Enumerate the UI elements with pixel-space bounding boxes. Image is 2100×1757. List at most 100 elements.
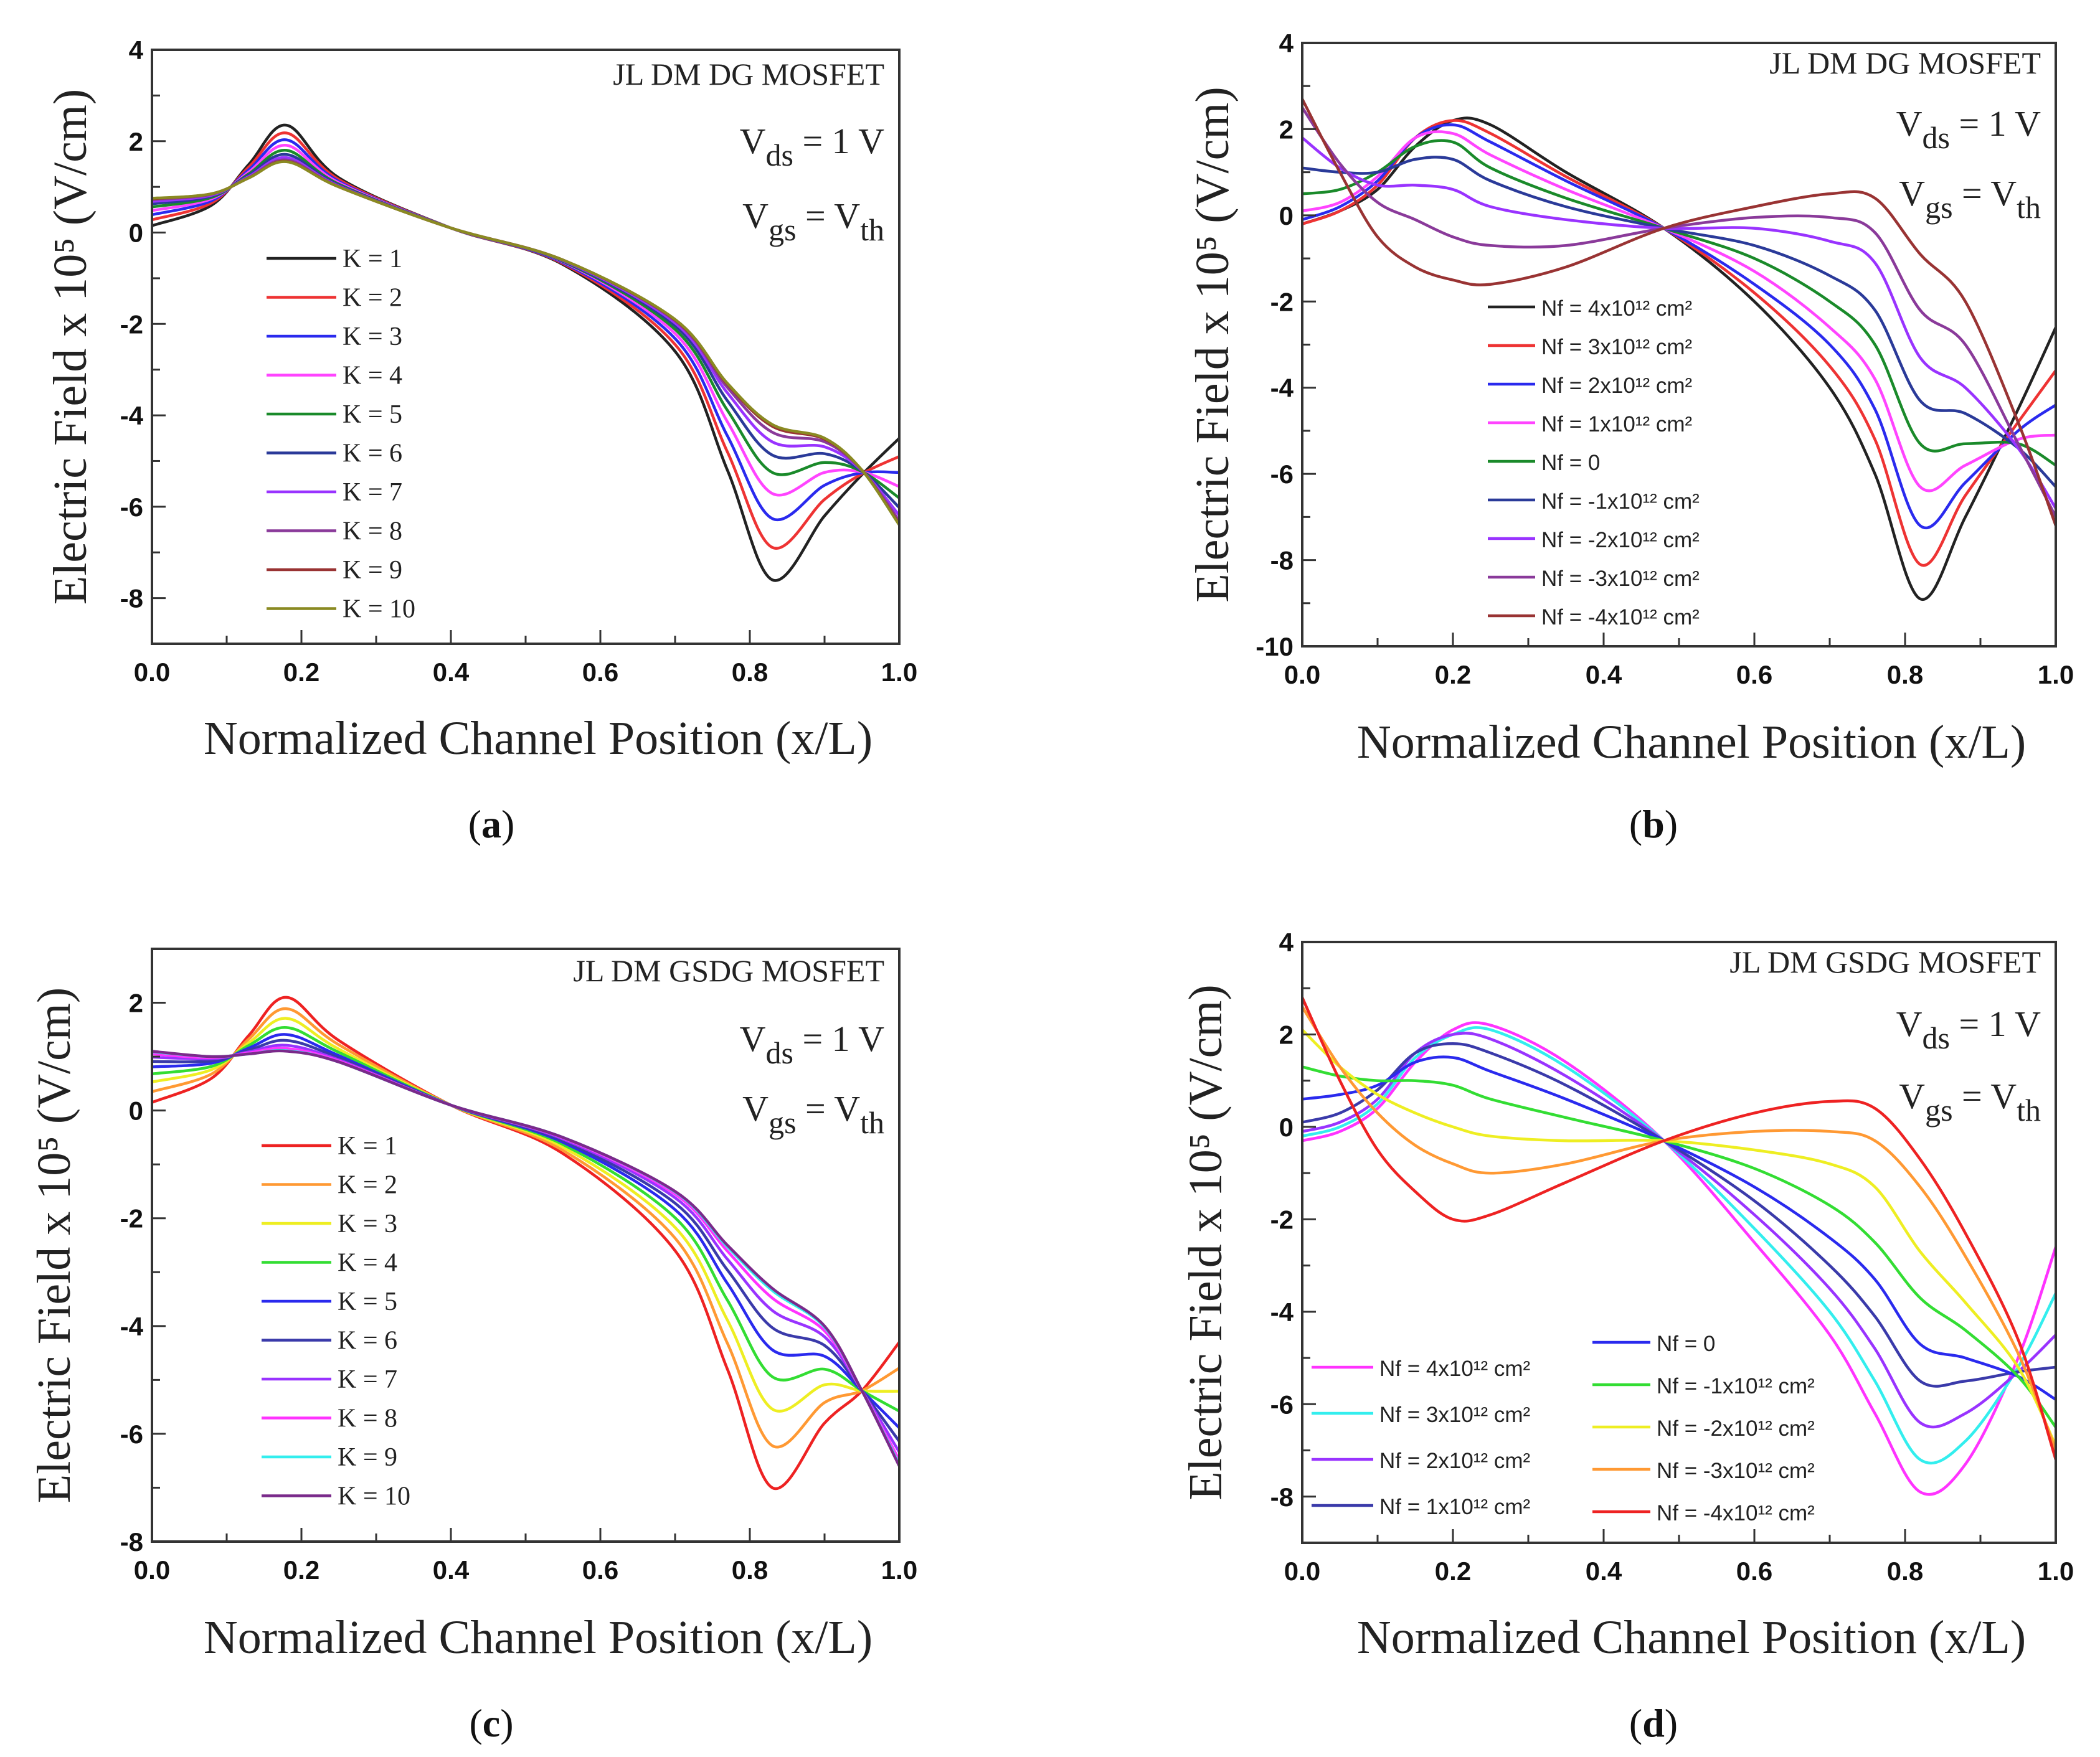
series-lines <box>152 123 899 582</box>
panel-caption: (c) <box>469 1701 513 1745</box>
series-line <box>152 160 899 526</box>
y-tick-label: -4 <box>1270 374 1294 403</box>
vds-annotation: Vds = 1 V <box>740 121 885 172</box>
device-title: JL DM DG MOSFET <box>1769 45 2041 80</box>
legend-label: K = 5 <box>338 1288 397 1316</box>
legend-label: K = 5 <box>343 400 402 429</box>
x-tick-label: 0.2 <box>1435 660 1471 689</box>
x-tick-label: 0.0 <box>134 657 170 687</box>
series-line <box>152 153 899 509</box>
x-tick-label: 0.2 <box>283 657 319 687</box>
legend-label: K = 2 <box>343 284 402 313</box>
y-tick-label: -8 <box>120 1527 143 1557</box>
x-tick-label: 0.8 <box>732 1555 768 1585</box>
legend-label: Nf = 0 <box>1541 451 1600 475</box>
y-tick-label: -6 <box>120 1420 143 1449</box>
y-tick-label: -4 <box>1270 1298 1294 1327</box>
y-tick-label: 2 <box>129 989 143 1018</box>
series-line <box>152 1026 899 1413</box>
x-tick-label: 0.0 <box>134 1555 170 1585</box>
x-tick-label: 1.0 <box>881 1555 917 1585</box>
y-axis-title: Electric Field x 10⁵ (V/cm) <box>28 987 80 1503</box>
legend-label: Nf = 3x10¹² cm² <box>1379 1403 1530 1427</box>
legend-label: K = 2 <box>338 1171 397 1200</box>
device-title: JL DM DG MOSFET <box>613 57 884 92</box>
x-axis-title: Normalized Channel Position (x/L) <box>1357 716 2026 768</box>
legend-item: K = 10 <box>262 1482 410 1511</box>
legend-label: K = 7 <box>343 478 402 507</box>
legend-item: K = 1 <box>267 245 402 273</box>
x-tick-label: 0.8 <box>732 657 768 687</box>
series-line <box>1302 139 2056 467</box>
legend-item: K = 5 <box>262 1288 397 1316</box>
series-line <box>152 1007 899 1449</box>
legend-label: K = 10 <box>343 595 415 624</box>
vgs-annotation: Vgs = Vth <box>1899 173 2041 225</box>
series-line <box>152 1049 899 1467</box>
series-line <box>152 1033 899 1429</box>
y-tick-label: -8 <box>1270 546 1294 575</box>
series-lines <box>1302 997 2056 1496</box>
legend-label: K = 4 <box>343 362 402 390</box>
series-line <box>152 131 899 550</box>
legend-item: Nf = -4x10¹² cm² <box>1488 605 1700 629</box>
y-tick-label: 2 <box>129 127 143 156</box>
panel-caption: (a) <box>468 802 515 846</box>
legend-label: K = 8 <box>338 1405 397 1433</box>
legend-label: Nf = -2x10¹² cm² <box>1541 528 1700 552</box>
legend-label: Nf = 0 <box>1657 1332 1715 1356</box>
y-tick-label: -2 <box>1270 287 1294 316</box>
legend-item: Nf = -2x10¹² cm² <box>1488 528 1700 552</box>
legend-label: K = 10 <box>338 1482 410 1511</box>
x-tick-label: 0.0 <box>1284 1557 1320 1586</box>
legend-item: K = 8 <box>267 517 402 546</box>
legend-item: Nf = 2x10¹² cm² <box>1312 1449 1530 1473</box>
series-line <box>152 1017 899 1413</box>
x-tick-label: 0.4 <box>433 1555 470 1585</box>
x-tick-label: 0.4 <box>1586 1557 1622 1586</box>
y-tick-label: 4 <box>129 35 144 65</box>
legend-label: Nf = 4x10¹² cm² <box>1379 1357 1530 1381</box>
y-tick-label: -4 <box>120 1312 144 1341</box>
legend-label: Nf = 2x10¹² cm² <box>1541 374 1692 398</box>
legend-label: K = 1 <box>343 245 402 273</box>
series-lines <box>152 996 899 1491</box>
y-tick-label: 0 <box>129 219 143 248</box>
legend-item: Nf = 1x10¹² cm² <box>1312 1495 1530 1519</box>
vds-annotation: Vds = 1 V <box>740 1019 885 1070</box>
legend-label: Nf = -1x10¹² cm² <box>1541 489 1700 514</box>
x-tick-label: 0.2 <box>283 1555 319 1585</box>
legend-label: Nf = -3x10¹² cm² <box>1541 567 1700 591</box>
legend-label: K = 6 <box>343 440 402 468</box>
y-axis-title: Electric Field x 10⁵ (V/cm) <box>1180 984 1232 1500</box>
x-tick-label: 0.6 <box>1736 660 1772 689</box>
legend-item: Nf = 3x10¹² cm² <box>1488 335 1692 359</box>
legend-item: K = 4 <box>267 362 402 390</box>
legend-label: Nf = 1x10¹² cm² <box>1541 412 1692 436</box>
y-tick-label: -6 <box>1270 459 1294 489</box>
legend-item: Nf = -4x10¹² cm² <box>1592 1501 1815 1525</box>
legend-item: Nf = -2x10¹² cm² <box>1592 1416 1815 1441</box>
series-line <box>1302 1029 2056 1447</box>
legend-item: K = 3 <box>262 1210 397 1238</box>
y-tick-label: 4 <box>1279 928 1294 957</box>
series-line <box>1302 106 2056 518</box>
x-tick-label: 0.6 <box>582 657 618 687</box>
legend-item: Nf = 0 <box>1488 451 1600 475</box>
legend-label: Nf = 3x10¹² cm² <box>1541 335 1692 359</box>
legend-item: Nf = 1x10¹² cm² <box>1488 412 1692 436</box>
series-line <box>152 144 899 497</box>
legend-label: Nf = 2x10¹² cm² <box>1379 1449 1530 1473</box>
series-line <box>152 123 899 582</box>
legend-item: K = 2 <box>262 1171 397 1200</box>
y-axis-title: Electric Field x 10⁵ (V/cm) <box>44 89 97 605</box>
legend-item: K = 2 <box>267 284 402 313</box>
y-tick-label: -2 <box>1270 1205 1294 1234</box>
series-line <box>1302 156 2056 488</box>
vgs-annotation: Vgs = Vth <box>742 1088 884 1140</box>
legend: K = 1 K = 2 K = 3 K = 4 K = 5 K = 6 K = 7 K = 8… <box>262 1132 410 1511</box>
series-line <box>1302 136 2056 509</box>
chart-panel-a: 0.0 0.2 0.4 0.6 0.8 1.0 4 2 0 -2 -4 -6 -8 Normalized … <box>44 35 917 846</box>
x-axis-title: Normalized Channel Position (x/L) <box>1357 1611 2026 1664</box>
